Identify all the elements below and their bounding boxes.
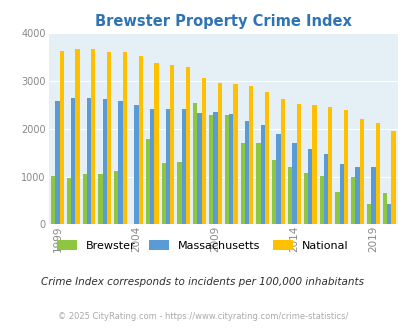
Bar: [209, 115, 213, 224]
Bar: [303, 173, 307, 224]
Bar: [145, 139, 150, 224]
Bar: [264, 92, 269, 224]
Bar: [319, 176, 323, 224]
Bar: [107, 52, 111, 224]
Bar: [244, 121, 249, 224]
Bar: [185, 67, 190, 224]
Bar: [386, 204, 390, 224]
Bar: [233, 84, 237, 224]
Bar: [150, 109, 154, 224]
Bar: [296, 104, 300, 224]
Bar: [359, 119, 363, 224]
Bar: [249, 86, 253, 224]
Bar: [350, 177, 355, 224]
Bar: [335, 192, 339, 224]
Bar: [193, 103, 197, 224]
Bar: [276, 134, 280, 224]
Bar: [287, 167, 292, 224]
Bar: [323, 154, 327, 224]
Bar: [87, 98, 91, 224]
Bar: [122, 52, 127, 224]
Bar: [181, 109, 185, 224]
Legend: Brewster, Massachusetts, National: Brewster, Massachusetts, National: [57, 240, 348, 250]
Bar: [292, 143, 296, 224]
Text: © 2025 CityRating.com - https://www.cityrating.com/crime-statistics/: © 2025 CityRating.com - https://www.city…: [58, 312, 347, 321]
Bar: [98, 174, 102, 224]
Bar: [307, 149, 311, 224]
Bar: [366, 204, 370, 224]
Bar: [82, 174, 87, 224]
Bar: [260, 125, 264, 224]
Bar: [60, 51, 64, 224]
Bar: [166, 109, 170, 224]
Bar: [170, 65, 174, 224]
Bar: [240, 143, 244, 224]
Bar: [71, 98, 75, 224]
Bar: [67, 178, 71, 224]
Text: Crime Index corresponds to incidents per 100,000 inhabitants: Crime Index corresponds to incidents per…: [41, 277, 364, 287]
Bar: [271, 160, 276, 224]
Bar: [228, 115, 233, 224]
Bar: [75, 49, 79, 224]
Bar: [339, 164, 343, 224]
Bar: [224, 115, 228, 224]
Bar: [197, 113, 201, 224]
Bar: [118, 101, 122, 224]
Bar: [134, 105, 138, 224]
Bar: [217, 83, 221, 224]
Bar: [382, 193, 386, 224]
Bar: [213, 113, 217, 224]
Bar: [280, 99, 284, 224]
Bar: [91, 49, 95, 224]
Bar: [343, 110, 347, 224]
Bar: [355, 167, 359, 224]
Bar: [114, 171, 118, 224]
Title: Brewster Property Crime Index: Brewster Property Crime Index: [95, 14, 351, 29]
Bar: [161, 163, 166, 224]
Bar: [311, 105, 316, 224]
Bar: [102, 99, 107, 224]
Bar: [55, 101, 60, 224]
Bar: [390, 131, 394, 224]
Bar: [51, 176, 55, 224]
Bar: [375, 123, 379, 224]
Bar: [201, 79, 205, 224]
Bar: [327, 107, 332, 224]
Bar: [256, 143, 260, 224]
Bar: [138, 56, 143, 224]
Bar: [370, 167, 375, 224]
Bar: [177, 162, 181, 224]
Bar: [154, 63, 158, 224]
